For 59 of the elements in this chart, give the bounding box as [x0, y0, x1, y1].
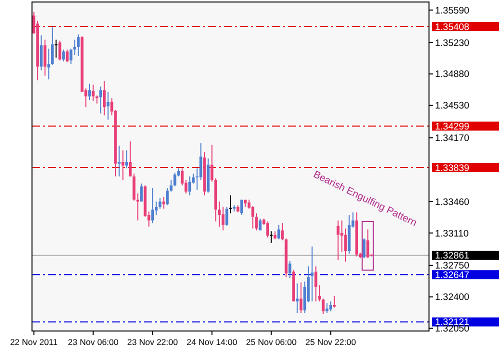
- ref-line-label: 1.32647: [435, 270, 470, 281]
- candlestick: [122, 150, 124, 180]
- candlestick: [348, 214, 351, 254]
- candlestick: [106, 91, 110, 120]
- y-tick-label: 1.32750: [435, 260, 470, 272]
- candlestick: [277, 224, 280, 240]
- candlestick: [118, 145, 121, 177]
- y-tick-label: 1.34170: [435, 133, 470, 144]
- ref-line-label: 1.35408: [435, 22, 470, 33]
- y-tick-label: 1.32400: [435, 292, 470, 304]
- candlestick: [151, 188, 154, 224]
- candlestick: [206, 158, 210, 194]
- candlestick: [300, 282, 302, 314]
- y-tick-label: 1.33110: [435, 228, 469, 240]
- candlestick: [326, 302, 328, 314]
- y-tick-label: 1.34530: [435, 100, 470, 112]
- candlestick: [255, 212, 258, 231]
- x-tick-label: 22 Nov 2011: [10, 337, 58, 347]
- candlestick: [92, 84, 95, 102]
- candlestick: [210, 144, 214, 182]
- candlestick: [70, 48, 72, 65]
- ref-line-label: 1.34299: [435, 121, 470, 132]
- candlestick: [332, 295, 336, 308]
- candlestick: [251, 206, 254, 230]
- x-tick-label: 25 Nov 06:00: [246, 337, 297, 347]
- candlestick: [76, 34, 80, 56]
- candlestick: [314, 266, 318, 302]
- candlestick: [40, 34, 43, 71]
- candlestick: [303, 281, 306, 314]
- candlestick: [199, 142, 202, 180]
- candlestick: [236, 204, 240, 213]
- candlestick: [88, 83, 91, 100]
- candlestick: [125, 150, 128, 169]
- x-tick-label: 23 Nov 22:00: [127, 337, 178, 347]
- candlestick: [96, 94, 98, 104]
- ref-line-label: 1.33839: [435, 162, 470, 174]
- candlestick: [222, 206, 224, 231]
- candlestick: [344, 228, 347, 262]
- candlestick: [51, 26, 54, 66]
- y-tick-label: 1.34880: [435, 69, 470, 80]
- candlestick: [318, 284, 321, 302]
- candlestick: [99, 86, 102, 114]
- candlestick: [44, 39, 46, 76]
- y-tick-label: 1.32050: [435, 324, 470, 335]
- candlestick: [288, 260, 292, 278]
- y-tick-label: 1.33460: [435, 196, 470, 208]
- candlestick: [310, 246, 314, 302]
- y-tick-label: 1.35230: [435, 38, 470, 49]
- ref-line-label: 1.32861: [435, 250, 470, 262]
- candlestick: [218, 201, 221, 228]
- candlestick: [203, 152, 206, 196]
- candlestick: [274, 230, 276, 240]
- x-tick-label: 24 Nov 14:00: [186, 337, 238, 347]
- y-tick-label: 1.35590: [435, 5, 470, 16]
- candlestick: [336, 220, 340, 260]
- candlestick: [62, 49, 65, 62]
- x-tick-label: 25 Nov 22:00: [305, 337, 356, 347]
- x-tick-label: 23 Nov 06:00: [68, 337, 119, 347]
- candlestick: [296, 282, 299, 314]
